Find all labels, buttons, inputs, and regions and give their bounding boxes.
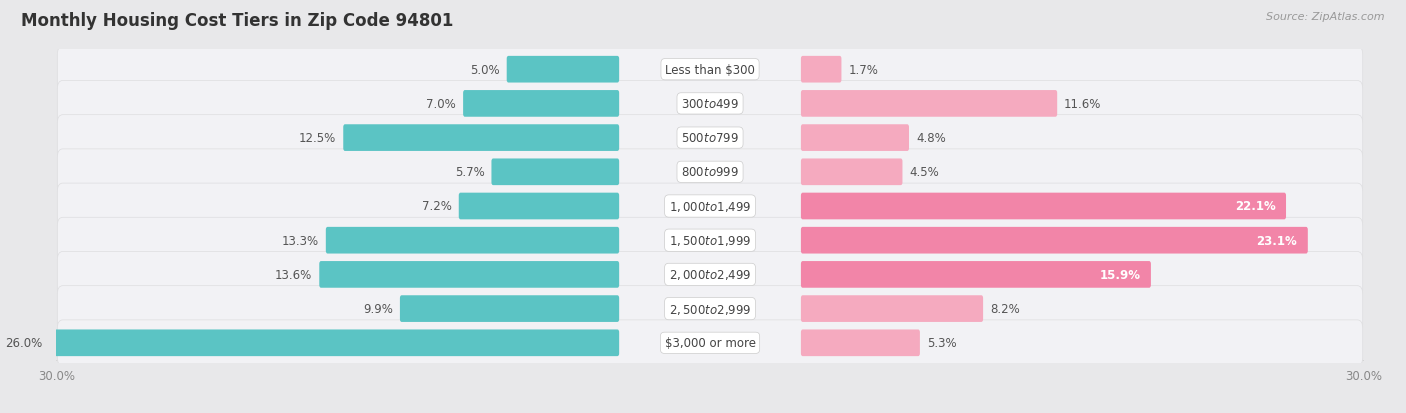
Text: 4.5%: 4.5% <box>910 166 939 179</box>
FancyBboxPatch shape <box>801 57 841 83</box>
FancyBboxPatch shape <box>343 125 619 152</box>
Text: 5.0%: 5.0% <box>470 64 499 76</box>
Text: 26.0%: 26.0% <box>4 337 42 349</box>
FancyBboxPatch shape <box>58 115 1362 161</box>
FancyBboxPatch shape <box>801 193 1286 220</box>
Text: 5.3%: 5.3% <box>927 337 956 349</box>
FancyBboxPatch shape <box>58 81 1362 127</box>
FancyBboxPatch shape <box>326 227 619 254</box>
Text: $300 to $499: $300 to $499 <box>681 97 740 111</box>
FancyBboxPatch shape <box>58 286 1362 332</box>
Text: 9.9%: 9.9% <box>363 302 392 316</box>
Text: Monthly Housing Cost Tiers in Zip Code 94801: Monthly Housing Cost Tiers in Zip Code 9… <box>21 12 454 30</box>
FancyBboxPatch shape <box>801 125 910 152</box>
FancyBboxPatch shape <box>58 218 1362 263</box>
Text: 15.9%: 15.9% <box>1099 268 1140 281</box>
Text: 11.6%: 11.6% <box>1064 97 1101 111</box>
FancyBboxPatch shape <box>49 330 619 356</box>
Text: 5.7%: 5.7% <box>454 166 485 179</box>
Text: 4.8%: 4.8% <box>915 132 946 145</box>
FancyBboxPatch shape <box>58 320 1362 366</box>
Text: 23.1%: 23.1% <box>1257 234 1298 247</box>
FancyBboxPatch shape <box>463 91 619 117</box>
Text: 13.6%: 13.6% <box>276 268 312 281</box>
FancyBboxPatch shape <box>58 252 1362 298</box>
FancyBboxPatch shape <box>801 330 920 356</box>
Text: 7.0%: 7.0% <box>426 97 456 111</box>
Text: 8.2%: 8.2% <box>990 302 1019 316</box>
FancyBboxPatch shape <box>801 227 1308 254</box>
FancyBboxPatch shape <box>458 193 619 220</box>
Text: 1.7%: 1.7% <box>848 64 879 76</box>
FancyBboxPatch shape <box>58 150 1362 195</box>
Text: Source: ZipAtlas.com: Source: ZipAtlas.com <box>1267 12 1385 22</box>
FancyBboxPatch shape <box>58 184 1362 229</box>
FancyBboxPatch shape <box>506 57 619 83</box>
Text: $500 to $799: $500 to $799 <box>681 132 740 145</box>
Text: 22.1%: 22.1% <box>1234 200 1275 213</box>
FancyBboxPatch shape <box>801 159 903 186</box>
Text: $800 to $999: $800 to $999 <box>681 166 740 179</box>
FancyBboxPatch shape <box>801 296 983 322</box>
FancyBboxPatch shape <box>492 159 619 186</box>
Text: $1,000 to $1,499: $1,000 to $1,499 <box>669 199 751 214</box>
FancyBboxPatch shape <box>801 261 1152 288</box>
FancyBboxPatch shape <box>58 47 1362 93</box>
FancyBboxPatch shape <box>319 261 619 288</box>
Text: 12.5%: 12.5% <box>299 132 336 145</box>
Text: Less than $300: Less than $300 <box>665 64 755 76</box>
Text: $2,500 to $2,999: $2,500 to $2,999 <box>669 302 751 316</box>
FancyBboxPatch shape <box>801 91 1057 117</box>
Text: 13.3%: 13.3% <box>281 234 319 247</box>
Text: $2,000 to $2,499: $2,000 to $2,499 <box>669 268 751 282</box>
Text: $3,000 or more: $3,000 or more <box>665 337 755 349</box>
Text: 7.2%: 7.2% <box>422 200 451 213</box>
Text: $1,500 to $1,999: $1,500 to $1,999 <box>669 234 751 248</box>
FancyBboxPatch shape <box>399 296 619 322</box>
